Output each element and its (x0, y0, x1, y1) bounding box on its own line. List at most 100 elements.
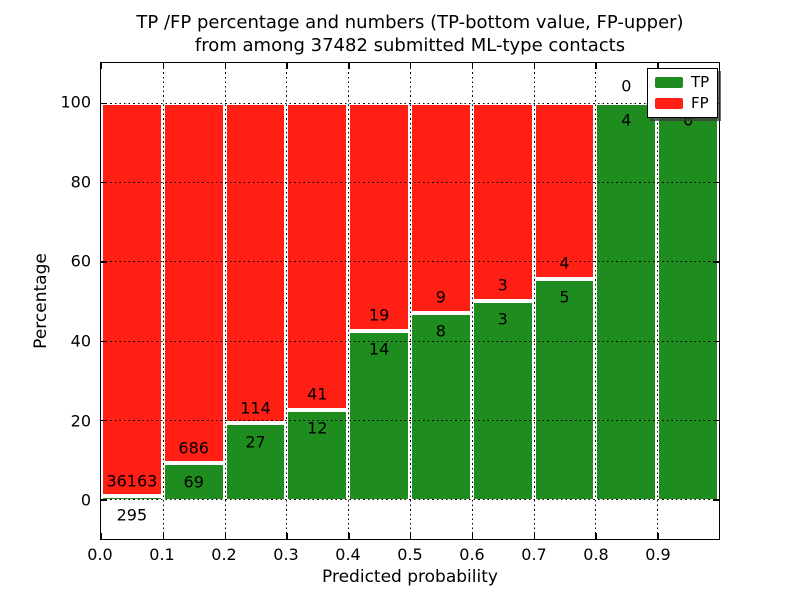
x-tick-label: 0.2 (211, 545, 237, 564)
x-tick-label: 0.8 (583, 545, 609, 564)
x-tick-mark (657, 533, 659, 539)
fp-count-label: 686 (178, 438, 209, 458)
x-tick-mark (224, 533, 226, 539)
y-tick-mark (101, 261, 107, 263)
tp-count-label: 69 (183, 472, 204, 492)
gridline-vertical (471, 63, 473, 539)
x-tick-mark (410, 533, 412, 539)
fp-count-label: 36163 (106, 471, 158, 491)
gridline-vertical (286, 63, 288, 539)
bar-fp (224, 102, 287, 424)
bar-fp (101, 102, 163, 497)
x-tick-label: 0.7 (521, 545, 547, 564)
y-tick-mark (101, 499, 107, 501)
tp-count-label: 295 (116, 505, 148, 525)
y-tick-mark-right (713, 499, 719, 501)
y-tick-mark (101, 340, 107, 343)
x-tick-mark (595, 533, 597, 539)
x-tick-label: 0.4 (335, 545, 361, 564)
y-tick-label: 0 (80, 490, 91, 510)
x-tick-mark (471, 533, 474, 539)
fp-count-label: 9 (435, 287, 446, 307)
bar-fp (410, 102, 472, 313)
tp-count-label: 14 (368, 339, 390, 359)
bar-fp (286, 102, 349, 410)
legend: TP FP (647, 68, 719, 118)
y-tick-mark-right (713, 182, 719, 184)
y-tick-mark-right (713, 420, 719, 422)
chart-title: TP /FP percentage and numbers (TP-bottom… (70, 11, 750, 57)
gridline-vertical (657, 63, 659, 539)
chart-title-line1: TP /FP percentage and numbers (TP-bottom… (136, 12, 684, 33)
y-tick-mark (101, 102, 107, 105)
x-tick-mark-top (101, 63, 103, 69)
legend-item-fp: FP (655, 96, 709, 111)
tp-count-label: 4 (621, 110, 632, 130)
bar-tp (286, 409, 349, 500)
bar-tp (533, 278, 596, 500)
bar-fp (471, 102, 534, 301)
x-tick-mark (348, 533, 350, 539)
tp-count-label: 8 (435, 321, 446, 341)
y-tick-label: 60 (70, 251, 91, 271)
tp-swatch (655, 77, 683, 88)
bar-fp (162, 102, 225, 464)
fp-count-label: 114 (240, 398, 271, 418)
y-tick-label: 40 (70, 331, 91, 351)
x-tick-mark (533, 533, 535, 539)
x-tick-mark-top (595, 63, 597, 69)
x-tick-label: 0.5 (397, 545, 423, 564)
x-tick-mark-top (533, 63, 535, 69)
fp-count-label: 41 (307, 384, 328, 404)
x-tick-mark-top (162, 63, 165, 69)
bar-fp (533, 102, 596, 279)
gridline-vertical (595, 63, 597, 539)
x-tick-mark-top (224, 63, 226, 69)
tp-count-label: 6 (683, 110, 694, 130)
y-tick-mark-right (713, 340, 719, 343)
plot-area: 361632956866911427411219149833450406 TP … (100, 62, 720, 540)
y-tick-label: 80 (70, 172, 91, 191)
bar-tp (101, 496, 163, 500)
bar-tp (224, 423, 287, 500)
x-tick-label: 0.9 (645, 545, 671, 564)
legend-label-tp: TP (691, 73, 710, 91)
bar-tp (471, 301, 534, 500)
tp-count-label: 3 (497, 309, 508, 329)
bar-tp (348, 331, 410, 500)
x-tick-mark (286, 533, 288, 539)
tp-count-label: 12 (307, 418, 328, 438)
gridline-vertical (348, 63, 350, 539)
legend-item-tp: TP (655, 75, 709, 90)
x-tick-label: 0.6 (459, 545, 485, 564)
x-tick-mark-top (657, 63, 659, 69)
tp-count-label: 27 (245, 432, 266, 452)
fp-swatch (655, 98, 683, 109)
fp-count-label: 19 (368, 305, 390, 325)
y-tick-label: 20 (70, 411, 91, 430)
tp-count-label: 5 (559, 287, 570, 307)
x-tick-label: 0.3 (273, 545, 299, 564)
gridline-vertical (162, 63, 164, 539)
y-tick-label: 100 (60, 92, 91, 112)
x-tick-label: 0.0 (87, 545, 113, 564)
gridline-vertical (224, 63, 226, 539)
chart-title-line2: from among 37482 submitted ML-type conta… (194, 35, 626, 56)
fp-count-label: 0 (621, 76, 632, 96)
plot-layer: 361632956866911427411219149833450406 (101, 63, 719, 539)
bar-tp (657, 102, 719, 500)
x-tick-label: 0.1 (149, 545, 175, 564)
x-tick-mark (101, 533, 103, 539)
fp-count-label: 4 (559, 253, 570, 273)
x-tick-mark (162, 533, 165, 539)
fp-count-label: 3 (497, 275, 508, 295)
x-tick-mark-top (286, 63, 288, 69)
gridline-vertical (410, 63, 411, 539)
bar-tp (595, 102, 658, 500)
y-tick-mark (101, 420, 107, 422)
y-tick-mark (101, 182, 107, 184)
gridline-vertical (533, 63, 535, 539)
bar-fp (348, 102, 410, 332)
x-tick-mark-top (471, 63, 474, 69)
